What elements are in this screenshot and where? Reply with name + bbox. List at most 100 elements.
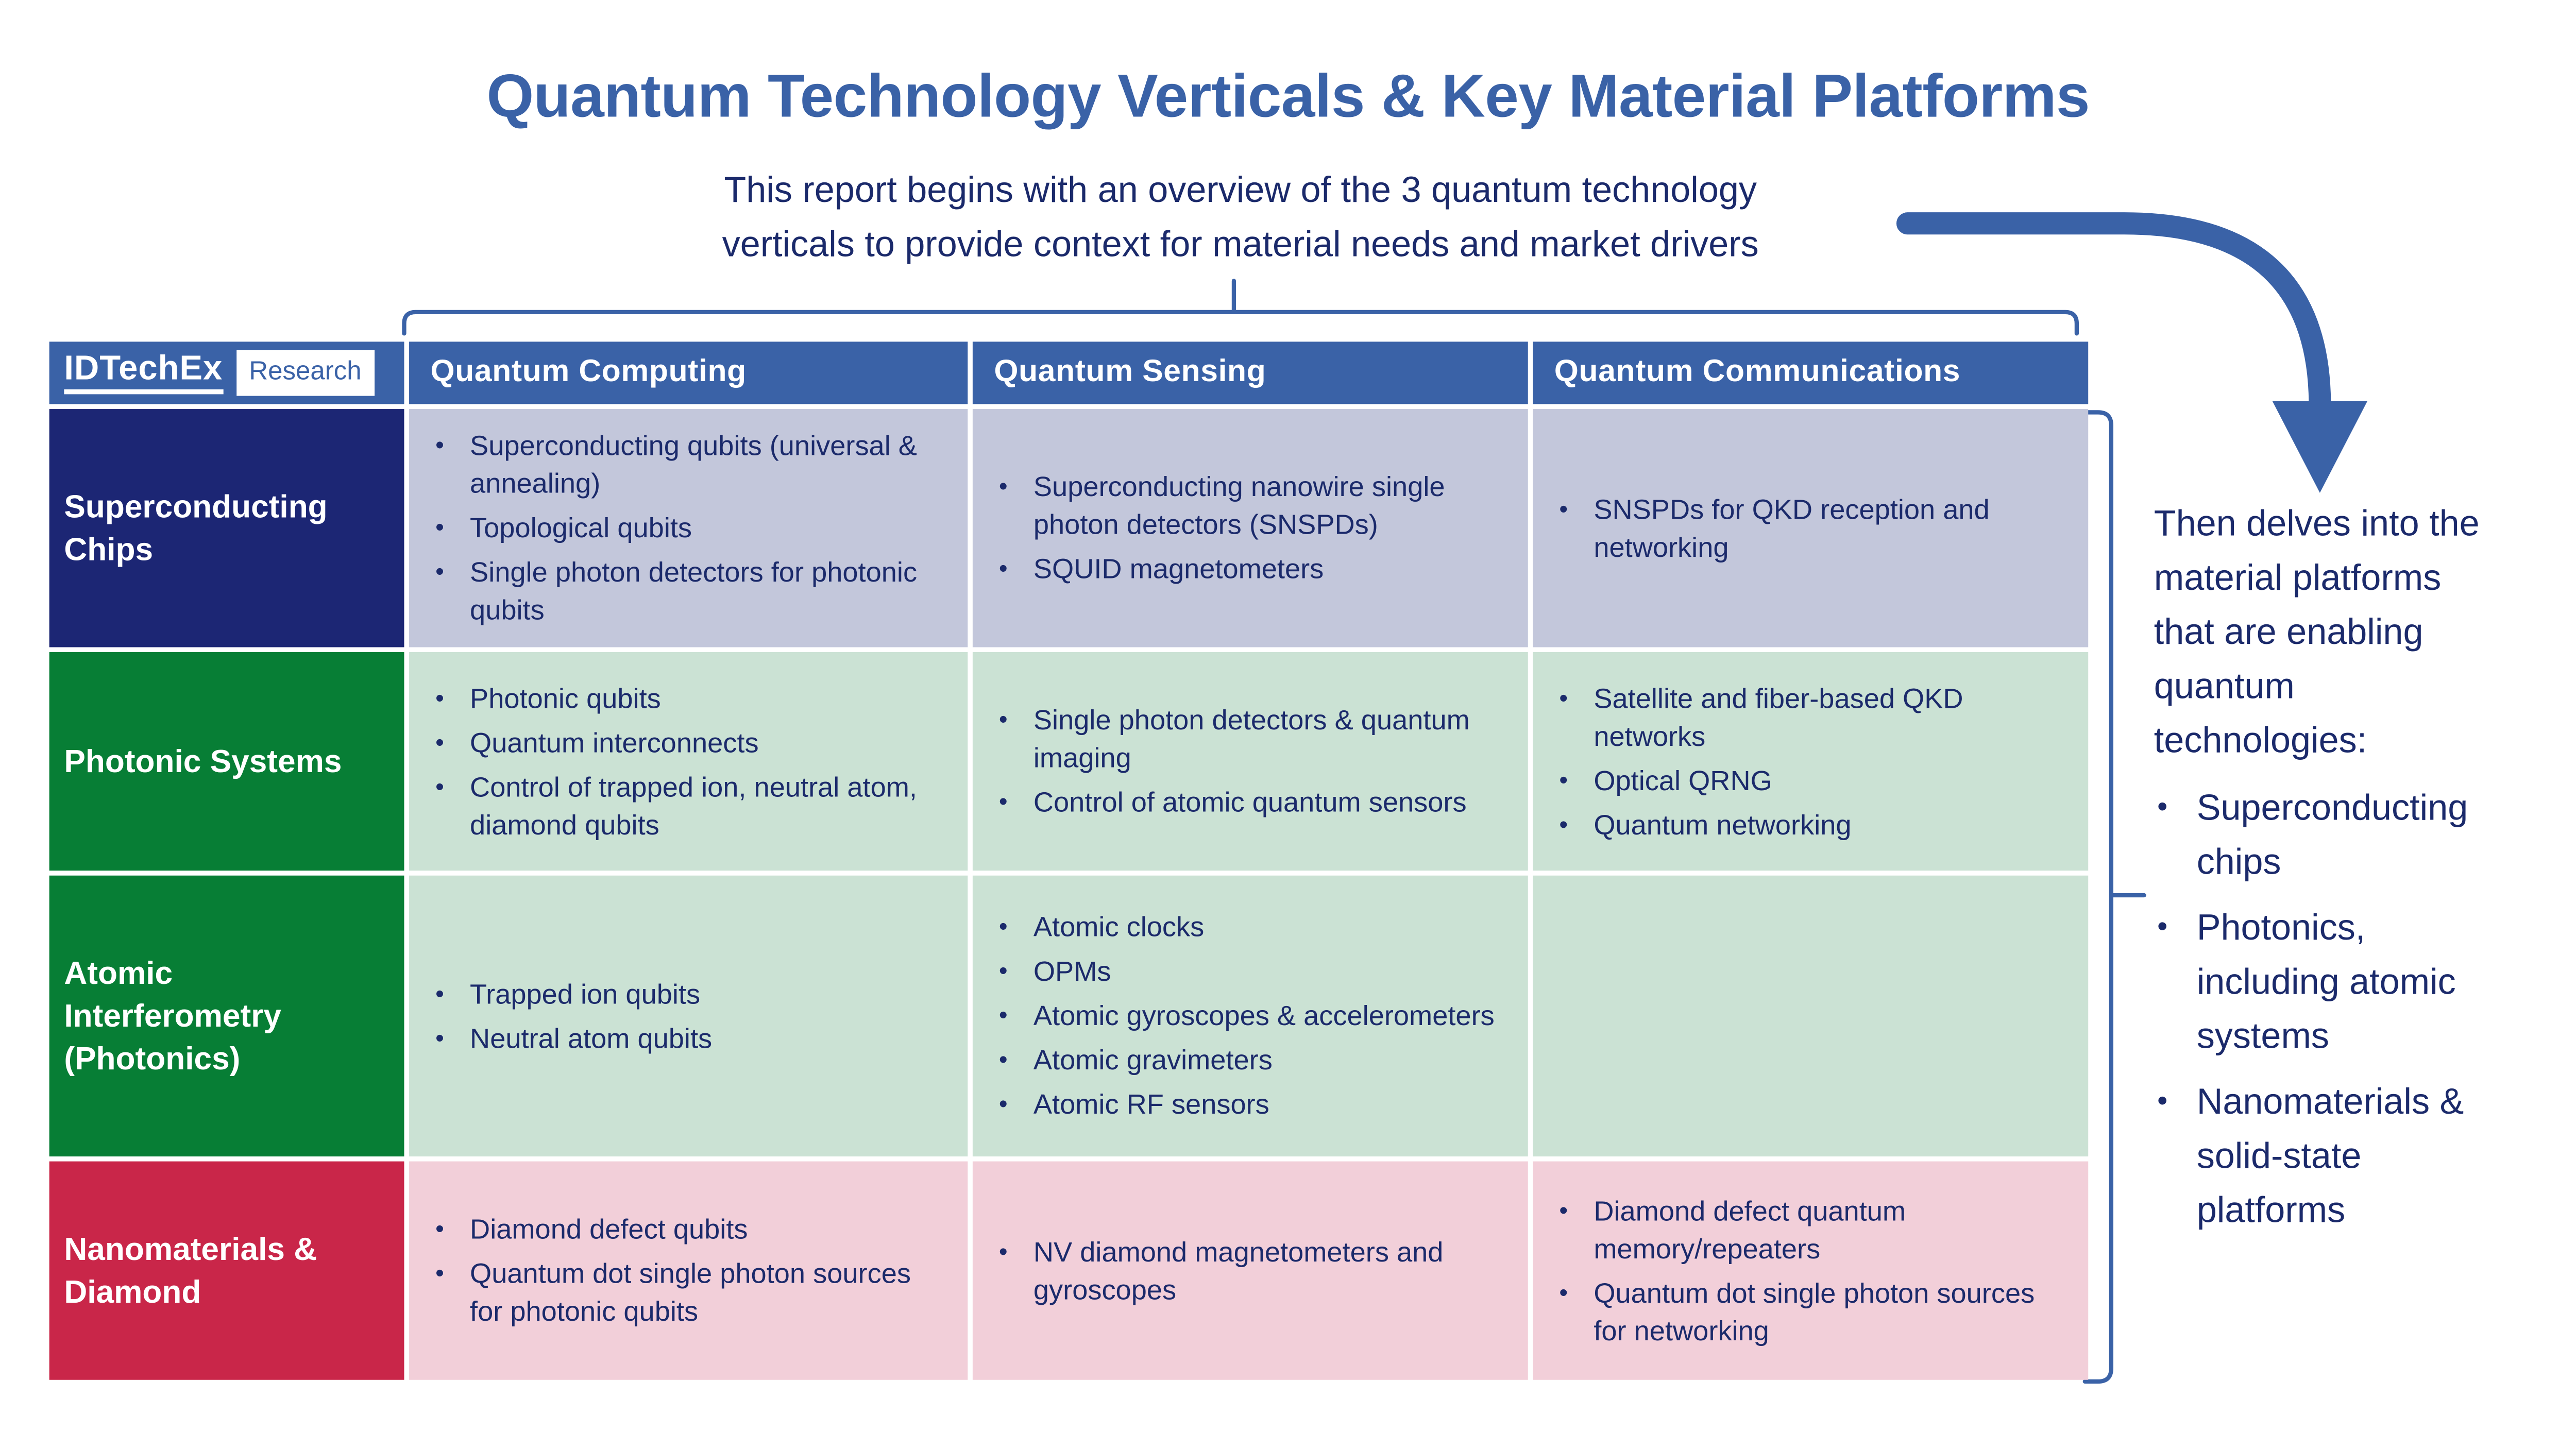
platforms-table: IDTechEx Research Quantum Computing Quan… xyxy=(49,342,2089,1380)
column-header-quantum-sensing: Quantum Sensing xyxy=(972,342,1528,404)
bullet-item: • Atomic gyroscopes & accelerometers xyxy=(994,997,1508,1035)
bullet-text: Photonic qubits xyxy=(470,683,661,714)
bullet-item: • Topological qubits xyxy=(431,509,948,547)
bullet-item: • OPMs xyxy=(994,953,1508,991)
bullet-dot: • xyxy=(998,958,1008,986)
bullet-dot: • xyxy=(998,706,1008,735)
column-header-quantum-communications: Quantum Communications xyxy=(1533,342,2089,404)
bullet-text: Control of atomic quantum sensors xyxy=(1033,787,1467,819)
bullet-text: Neutral atom qubits xyxy=(470,1022,713,1054)
bullet-item: • Trapped ion qubits xyxy=(431,975,948,1013)
bullet-dot: • xyxy=(998,1090,1008,1119)
cell-photonic-systems-quantum-communications: • Satellite and fiber-based QKD networks •… xyxy=(1533,652,2089,871)
bullet-text: Diamond defect qubits xyxy=(470,1214,748,1246)
bullet-dot: • xyxy=(998,473,1008,501)
cell-superconducting-chips-quantum-computing: • Superconducting qubits (universal & ann… xyxy=(409,409,968,647)
bullet-dot: • xyxy=(435,773,444,801)
bullet-item: • Photonic qubits xyxy=(431,679,948,717)
bullet-text: Quantum networking xyxy=(1594,809,1852,841)
bullet-text: Superconducting chips xyxy=(2196,787,2468,882)
bullet-dot: • xyxy=(998,913,1008,942)
side-note-intro: Then delves into the material platforms … xyxy=(2154,502,2480,761)
bullet-text: Photonics, including atomic systems xyxy=(2196,907,2456,1056)
bullet-dot: • xyxy=(998,555,1008,584)
bullet-text: Atomic gyroscopes & accelerometers xyxy=(1033,1000,1495,1032)
bullet-dot: • xyxy=(435,1024,444,1052)
bullet-dot: • xyxy=(435,684,444,712)
row-label-text: Nanomaterials & Diamond xyxy=(64,1231,317,1310)
cell-atomic-interferometry-photonics-quantum-communications xyxy=(1533,875,2089,1157)
idtechex-logo: IDTechEx Research xyxy=(49,342,404,404)
cell-nanomaterials-diamond-quantum-sensing: • NV diamond magnetometers and gyroscopes xyxy=(972,1161,1528,1380)
top-bracket xyxy=(402,279,2079,336)
bullet-dot: • xyxy=(435,1215,444,1244)
idtechex-logo-text: IDTechEx xyxy=(64,350,223,388)
row-label-text: Photonic Systems xyxy=(64,743,342,780)
bullet-item: • Neutral atom qubits xyxy=(431,1019,948,1057)
bullet-dot: • xyxy=(1559,766,1568,794)
bullet-item: • Quantum interconnects xyxy=(431,724,948,761)
bullet-dot: • xyxy=(435,728,444,757)
bullet-dot: • xyxy=(1559,810,1568,839)
flow-arrow-head xyxy=(2272,401,2368,493)
bullet-text: Optical QRNG xyxy=(1594,764,1772,796)
row-label-text: Atomic Interferometry (Photonics) xyxy=(64,955,282,1077)
cell-photonic-systems-quantum-sensing: • Single photon detectors & quantum imagi… xyxy=(972,652,1528,871)
bullet-item: • Single photon detectors & quantum imagi… xyxy=(994,702,1508,777)
bullet-text: Atomic RF sensors xyxy=(1033,1089,1269,1120)
bullet-text: Topological qubits xyxy=(470,512,692,544)
bullet-dot: • xyxy=(435,1259,444,1288)
subtitle-line-2: verticals to provide context for materia… xyxy=(722,223,1759,265)
bullet-dot: • xyxy=(998,1046,1008,1075)
cell-atomic-interferometry-photonics-quantum-sensing: • Atomic clocks • OPMs • Atomic gyroscopes & … xyxy=(972,875,1528,1157)
bullet-item: • Single photon detectors for photonic qu… xyxy=(431,554,948,629)
bullet-item: • Quantum dot single photon sources for n… xyxy=(1554,1274,2069,1350)
bullet-text: Atomic gravimeters xyxy=(1033,1045,1273,1076)
idtechex-logo-brand: IDTechEx xyxy=(64,350,223,395)
idtechex-logo-underline xyxy=(64,389,223,395)
bullet-dot: • xyxy=(435,558,444,587)
bullet-item: • Superconducting qubits (universal & ann… xyxy=(431,427,948,503)
side-note-bullet: • Nanomaterials & solid-state platforms xyxy=(2154,1075,2493,1237)
row-label-atomic-interferometry-photonics: Atomic Interferometry (Photonics) xyxy=(49,875,404,1157)
row-label-superconducting-chips: Superconducting Chips xyxy=(49,409,404,647)
bullet-text: Atomic clocks xyxy=(1033,911,1205,943)
bullet-text: Satellite and fiber-based QKD networks xyxy=(1594,683,1963,752)
bullet-item: • Atomic RF sensors xyxy=(994,1086,1508,1123)
side-note-bullet-list: • Superconducting chips • Photonics, includ… xyxy=(2154,780,2493,1237)
bullet-item: • Control of trapped ion, neutral atom, d… xyxy=(431,768,948,844)
bullet-item: • Atomic clocks xyxy=(994,909,1508,946)
cell-atomic-interferometry-photonics-quantum-computing: • Trapped ion qubits • Neutral atom qubits xyxy=(409,875,968,1157)
cell-superconducting-chips-quantum-communications: • SNSPDs for QKD reception and networking xyxy=(1533,409,2089,647)
subtitle: This report begins with an overview of t… xyxy=(0,163,2481,271)
bullet-dot: • xyxy=(2157,910,2168,943)
bullet-dot: • xyxy=(998,1237,1008,1266)
bullet-item: • SNSPDs for QKD reception and networking xyxy=(1554,490,2069,566)
bullet-item: • Quantum networking xyxy=(1554,806,2069,843)
bullet-dot: • xyxy=(998,788,1008,816)
bullet-dot: • xyxy=(1559,1197,1568,1225)
row-label-nanomaterials-diamond: Nanomaterials & Diamond xyxy=(49,1161,404,1380)
bullet-text: Single photon detectors for photonic qub… xyxy=(470,557,918,626)
idtechex-research-badge: Research xyxy=(235,350,375,396)
side-note-bullet: • Photonics, including atomic systems xyxy=(2154,900,2493,1063)
bullet-text: Control of trapped ion, neutral atom, di… xyxy=(470,771,918,841)
bullet-item: • Quantum dot single photon sources for p… xyxy=(431,1255,948,1331)
bullet-text: NV diamond magnetometers and gyroscopes xyxy=(1033,1236,1444,1305)
side-note: Then delves into the material platforms … xyxy=(2154,496,2493,1237)
bullet-dot: • xyxy=(435,514,444,542)
bullet-item: • SQUID magnetometers xyxy=(994,550,1508,588)
cell-photonic-systems-quantum-computing: • Photonic qubits • Quantum interconnects • C… xyxy=(409,652,968,871)
bullet-item: • Superconducting nanowire single photon … xyxy=(994,468,1508,544)
bullet-item: • NV diamond magnetometers and gyroscopes xyxy=(994,1233,1508,1308)
column-header-quantum-computing: Quantum Computing xyxy=(409,342,968,404)
cell-nanomaterials-diamond-quantum-communications: • Diamond defect quantum memory/repeaters… xyxy=(1533,1161,2089,1380)
bullet-text: Nanomaterials & solid-state platforms xyxy=(2196,1081,2464,1231)
bullet-dot: • xyxy=(1559,684,1568,712)
bullet-item: • Control of atomic quantum sensors xyxy=(994,783,1508,821)
bullet-text: Quantum dot single photon sources for ph… xyxy=(470,1258,911,1327)
bullet-dot: • xyxy=(2157,790,2168,823)
bullet-item: • Diamond defect quantum memory/repeaters xyxy=(1554,1192,2069,1268)
bullet-dot: • xyxy=(435,980,444,1008)
bullet-text: Quantum interconnects xyxy=(470,727,759,758)
